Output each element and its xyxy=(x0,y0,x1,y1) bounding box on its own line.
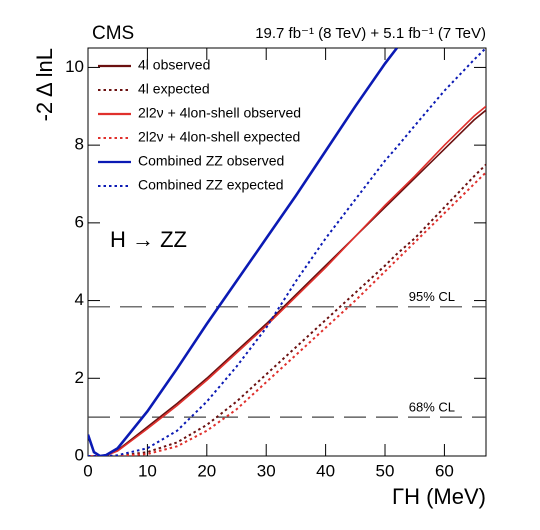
legend-label: Combined ZZ observed xyxy=(138,153,284,169)
x-axis-label: ΓH (MeV) xyxy=(392,484,486,509)
y-tick-label: 0 xyxy=(75,445,84,464)
y-tick-label: 8 xyxy=(75,135,84,154)
legend-label: Combined ZZ expected xyxy=(138,177,284,193)
series-line xyxy=(88,48,486,456)
experiment-label: CMS xyxy=(92,23,134,44)
x-tick-label: 20 xyxy=(197,461,216,480)
legend-label: 4l observed xyxy=(138,57,210,73)
annotation: H → ZZ xyxy=(110,227,187,252)
x-tick-label: 10 xyxy=(138,461,157,480)
x-tick-label: 60 xyxy=(435,461,454,480)
series-line xyxy=(88,48,398,456)
reference-label: 95% CL xyxy=(409,289,455,304)
plot-area xyxy=(88,48,486,456)
y-tick-label: 2 xyxy=(75,368,84,387)
x-tick-label: 50 xyxy=(376,461,395,480)
y-tick-label: 6 xyxy=(75,212,84,231)
y-axis-label: -2 Δ lnL xyxy=(32,48,57,121)
x-tick-label: 0 xyxy=(83,461,92,480)
legend-label: 2l2ν + 4lon-shell expected xyxy=(138,129,300,145)
x-tick-label: 40 xyxy=(316,461,335,480)
legend-label: 2l2ν + 4lon-shell observed xyxy=(138,105,301,121)
legend-label: 4l expected xyxy=(138,81,210,97)
y-tick-label: 10 xyxy=(65,57,84,76)
plot-frame xyxy=(87,47,487,457)
x-tick-label: 30 xyxy=(257,461,276,480)
y-tick-label: 4 xyxy=(75,290,84,309)
reference-label: 68% CL xyxy=(409,400,455,415)
lumi-label: 19.7 fb⁻¹ (8 TeV) + 5.1 fb⁻¹ (7 TeV) xyxy=(255,25,486,42)
